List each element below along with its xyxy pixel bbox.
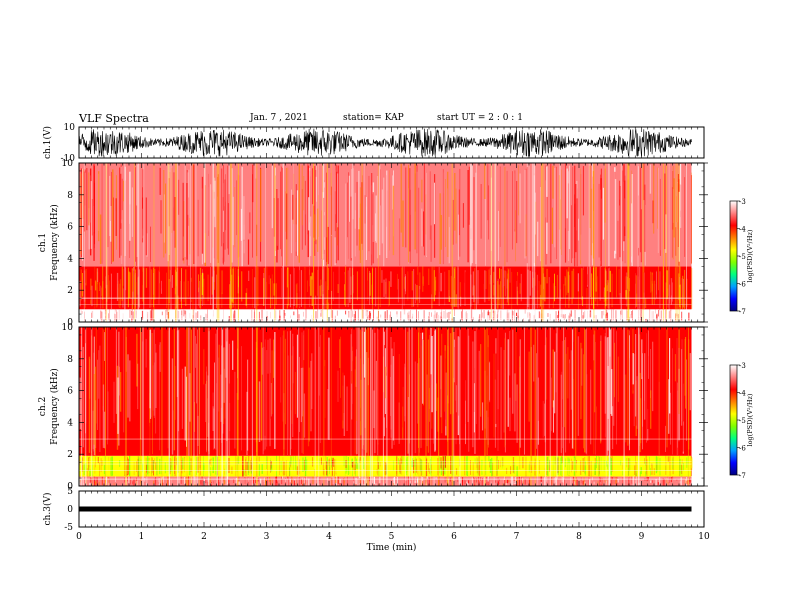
time-tick-label: 0 xyxy=(76,532,82,542)
time-tick-label: 9 xyxy=(639,532,645,542)
freq-tick-label: 8 xyxy=(67,355,73,365)
channel-label: ch.2 xyxy=(38,397,48,416)
time-tick-label: 7 xyxy=(514,532,520,542)
freq-tick-label: 8 xyxy=(67,191,73,201)
freq-tick-label: 2 xyxy=(67,450,73,460)
freq-tick-label: 6 xyxy=(67,223,73,233)
freq-tick-label: 4 xyxy=(67,254,73,264)
time-tick-label: 4 xyxy=(326,532,332,542)
time-tick-label: 10 xyxy=(698,532,710,542)
start-time-label: start UT = 2 : 0 : 1 xyxy=(437,113,523,123)
ch3-ytick-label: 0 xyxy=(67,505,73,515)
station-label: station= KAP xyxy=(343,113,404,123)
time-tick-label: 2 xyxy=(201,532,207,542)
frequency-axis-label: Frequency (kHz) xyxy=(49,204,60,281)
freq-tick-label: 0 xyxy=(67,482,73,492)
colorbar-tick-label: -4 xyxy=(739,226,746,234)
colorbar-tick-label: -6 xyxy=(739,445,746,453)
colorbar-tick-label: -5 xyxy=(739,253,746,261)
colorbar-tick-label: -6 xyxy=(739,281,746,289)
ch3-waveform-series xyxy=(79,506,692,512)
colorbar-tick-label: -3 xyxy=(739,362,746,370)
colorbar-label: log(PSD)(V²/Hz) xyxy=(746,393,754,446)
colorbar-tick-label: -7 xyxy=(739,472,746,480)
freq-tick-label: 4 xyxy=(67,418,73,428)
colorbar xyxy=(729,200,738,312)
time-tick-label: 8 xyxy=(576,532,582,542)
colorbar xyxy=(729,364,738,476)
ch1-ytick-label: -10 xyxy=(61,154,76,164)
frequency-axis-label: Frequency (kHz) xyxy=(49,368,60,445)
freq-tick-label: 6 xyxy=(67,387,73,397)
colorbar-label: log(PSD)(V²/Hz) xyxy=(746,229,754,282)
time-tick-label: 6 xyxy=(451,532,457,542)
freq-tick-label: 0 xyxy=(67,318,73,328)
ch3-axis-label: ch.3(V) xyxy=(42,493,53,526)
freq-tick-label: 10 xyxy=(62,323,74,333)
ch1-ytick-label: 10 xyxy=(64,123,76,133)
figure-title: VLF Spectra xyxy=(79,112,149,125)
ch3-ytick-label: -5 xyxy=(64,523,73,533)
freq-tick-label: 10 xyxy=(62,159,74,169)
ch3-ytick-label: 5 xyxy=(67,487,73,497)
freq-tick-label: 2 xyxy=(67,286,73,296)
time-tick-label: 3 xyxy=(264,532,270,542)
date-label: Jan. 7 , 2021 xyxy=(250,113,308,123)
colorbar-tick-label: -5 xyxy=(739,417,746,425)
ch1-axis-label: ch.1(V) xyxy=(42,126,53,159)
colorbar-tick-label: -3 xyxy=(739,198,746,206)
channel-label: ch.1 xyxy=(38,233,48,252)
colorbar-tick-label: -7 xyxy=(739,308,746,316)
ch1-waveform-series xyxy=(78,128,692,158)
colorbar-tick-label: -4 xyxy=(739,390,746,398)
time-axis-label: Time (min) xyxy=(367,542,417,553)
spectrogram-band xyxy=(79,476,692,486)
time-tick-label: 5 xyxy=(389,532,395,542)
time-tick-label: 1 xyxy=(139,532,145,542)
